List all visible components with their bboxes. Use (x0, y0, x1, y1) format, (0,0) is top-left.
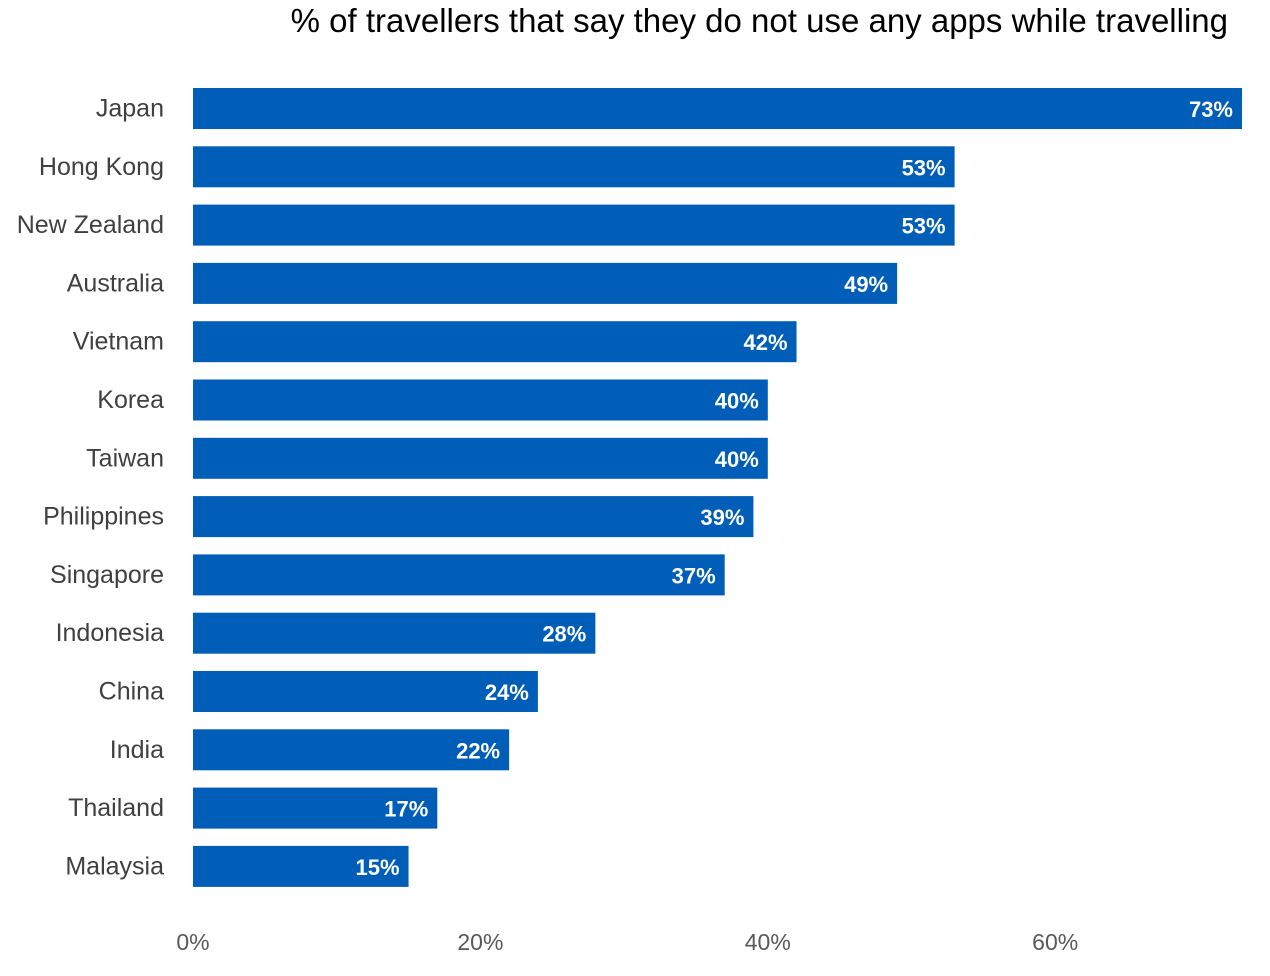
bar-singapore (193, 554, 725, 596)
category-label-new-zealand: New Zealand (17, 211, 164, 239)
value-label-china: 24% (485, 680, 529, 705)
category-label-australia: Australia (67, 269, 164, 297)
x-tick-label: 20% (457, 929, 503, 955)
bar-thailand (193, 787, 438, 829)
category-label-japan: Japan (96, 95, 164, 123)
category-label-korea: Korea (97, 386, 164, 414)
category-label-india: India (110, 736, 164, 764)
category-label-indonesia: Indonesia (56, 619, 165, 647)
bar-malaysia (193, 845, 409, 887)
value-label-singapore: 37% (672, 563, 716, 588)
category-label-china: China (99, 678, 164, 706)
bar-japan (193, 88, 1243, 129)
bar-china (193, 671, 538, 712)
value-label-new-zealand: 53% (902, 214, 946, 239)
value-label-taiwan: 40% (715, 447, 759, 472)
value-label-indonesia: 28% (542, 622, 586, 647)
category-label-vietnam: Vietnam (73, 328, 164, 356)
bar-taiwan (193, 437, 768, 479)
bar-philippines (193, 496, 754, 538)
value-label-australia: 49% (844, 272, 888, 297)
value-labels: 73% 53% 53% 49% 42% 40% 40% 39% 37% 28% 24% 22% 17% 1… (356, 97, 1234, 880)
bar-australia (193, 262, 898, 304)
x-tick-label: 40% (745, 929, 791, 955)
bar-hong-kong (193, 146, 955, 188)
category-label-malaysia: Malaysia (65, 852, 164, 880)
value-label-vietnam: 42% (743, 330, 787, 355)
bar-new-zealand (193, 204, 955, 246)
category-label-singapore: Singapore (50, 561, 164, 589)
bar-india (193, 729, 510, 771)
value-label-korea: 40% (715, 389, 759, 414)
bar-vietnam (193, 321, 797, 363)
category-label-taiwan: Taiwan (86, 444, 164, 472)
x-axis-tick-labels: 0% 20% 40% 60% (176, 929, 1078, 955)
category-labels: Japan Hong Kong New Zealand Australia Vietna… (17, 95, 164, 881)
value-label-philippines: 39% (700, 505, 744, 530)
bar-indonesia (193, 612, 596, 654)
value-label-malaysia: 15% (356, 855, 400, 880)
bar-korea (193, 379, 768, 421)
value-label-hong-kong: 53% (902, 155, 946, 180)
category-label-thailand: Thailand (68, 794, 164, 822)
value-label-thailand: 17% (384, 797, 428, 822)
x-tick-label: 0% (176, 929, 209, 955)
category-label-philippines: Philippines (43, 503, 164, 531)
bars (193, 88, 1243, 887)
x-tick-label: 60% (1032, 929, 1078, 955)
value-label-india: 22% (456, 738, 500, 763)
value-label-japan: 73% (1189, 97, 1233, 122)
category-label-hong-kong: Hong Kong (39, 153, 164, 181)
chart-title: % of travellers that say they do not use… (290, 2, 1228, 39)
